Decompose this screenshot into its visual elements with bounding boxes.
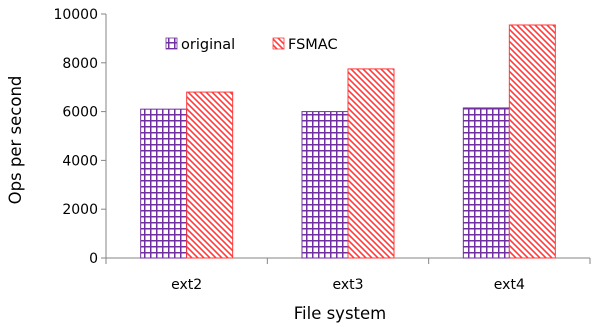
bar-original-ext3	[301, 111, 349, 259]
bar-fsmac-ext4	[508, 24, 556, 259]
y-tick-label: 4000	[62, 153, 98, 169]
legend-label-fsmac: FSMAC	[288, 37, 338, 53]
bar-original-ext4	[462, 107, 510, 259]
x-tick-label: ext4	[494, 277, 525, 293]
y-axis-title: Ops per second	[6, 76, 25, 205]
legend-swatch-original	[165, 37, 178, 50]
bars	[140, 24, 556, 259]
x-axis-title: File system	[294, 304, 387, 323]
bar-original-ext2	[140, 108, 188, 259]
y-tick-label: 8000	[62, 56, 98, 72]
tick-labels: 0 2000 4000 6000 8000 10000 ext2 ext3 ext4	[53, 7, 524, 293]
legend-label-original: original	[181, 37, 235, 53]
legend-swatch-fsmac	[272, 37, 285, 50]
legend: original FSMAC	[165, 37, 338, 53]
y-tick-label: 0	[89, 251, 98, 267]
bar-fsmac-ext3	[347, 68, 395, 259]
y-tick-label: 2000	[62, 202, 98, 218]
x-tick-label: ext3	[332, 277, 363, 293]
bar-fsmac-ext2	[186, 91, 234, 259]
y-tick-label: 10000	[53, 7, 98, 23]
x-tick-label: ext2	[171, 277, 202, 293]
y-tick-label: 6000	[62, 105, 98, 121]
